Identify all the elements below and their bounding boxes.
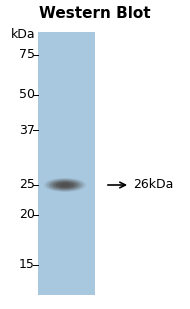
Ellipse shape <box>49 180 81 190</box>
Ellipse shape <box>52 181 78 189</box>
Text: Western Blot: Western Blot <box>39 6 151 22</box>
Bar <box>38 32 95 295</box>
Text: 50: 50 <box>19 88 35 101</box>
Text: 15: 15 <box>19 259 35 272</box>
Text: 37: 37 <box>19 124 35 137</box>
Ellipse shape <box>61 184 69 186</box>
Text: 26kDa: 26kDa <box>133 179 173 192</box>
Ellipse shape <box>59 183 71 187</box>
Ellipse shape <box>47 179 83 191</box>
Text: 25: 25 <box>19 179 35 192</box>
Ellipse shape <box>55 182 74 188</box>
Text: kDa: kDa <box>10 28 35 41</box>
Ellipse shape <box>44 178 86 192</box>
Text: 75: 75 <box>19 49 35 61</box>
Text: 20: 20 <box>19 209 35 222</box>
